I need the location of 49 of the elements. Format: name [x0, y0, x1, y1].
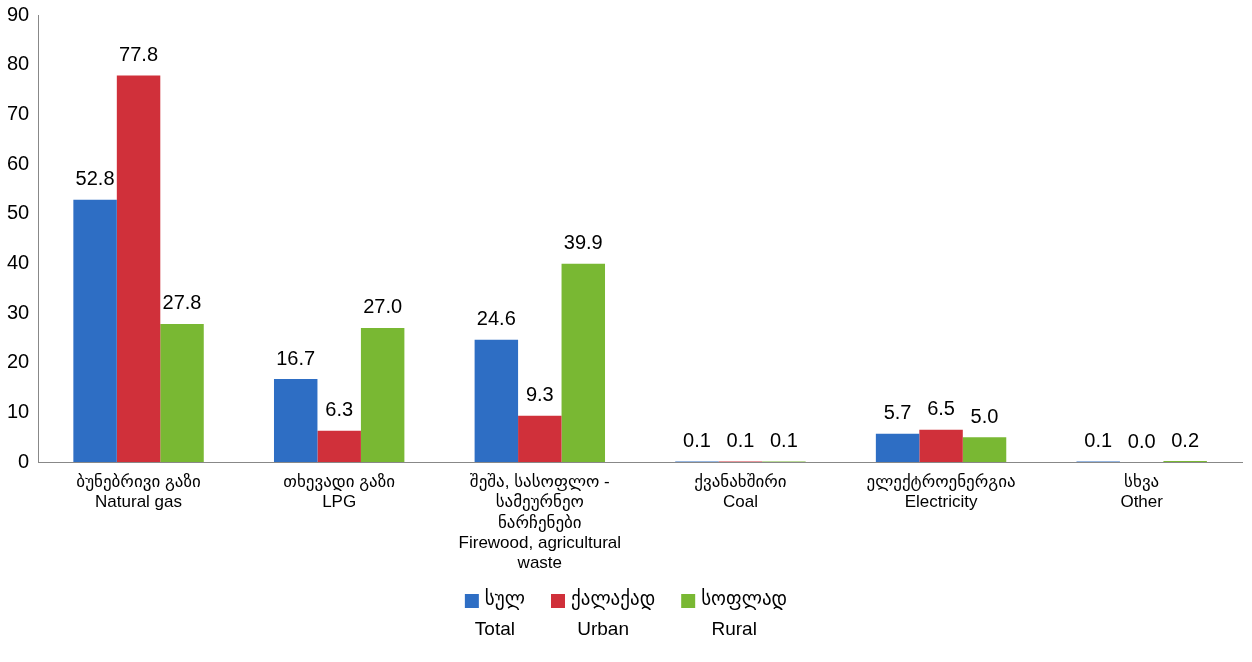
y-tick-label: 60 [7, 151, 30, 174]
data-label: 24.6 [476, 307, 516, 330]
x-tick-label: ელექტროენერგია Electricity [866, 471, 1016, 512]
x-tick-label: თხევადი გაზი LPG [283, 471, 396, 512]
data-label: 5.7 [883, 401, 912, 424]
y-tick-label: 50 [7, 201, 30, 224]
data-label: 16.7 [276, 346, 316, 369]
data-label: 0.0 [1127, 429, 1156, 452]
x-tick-label: სხვა Other [1120, 471, 1164, 512]
y-tick-label: 80 [7, 52, 30, 75]
y-tick-label: 20 [7, 350, 30, 373]
y-tick-label: 70 [7, 101, 30, 124]
y-tick-label: 30 [7, 300, 30, 323]
bar [273, 379, 318, 462]
data-label: 27.0 [363, 295, 403, 318]
data-label: 0.1 [683, 429, 711, 452]
legend-label: სოფლად Rural [701, 587, 788, 639]
bar [360, 327, 405, 462]
legend-label: ქალაქად Urban [570, 587, 656, 639]
data-label: 5.0 [970, 404, 999, 427]
x-tick-label: ქვანახშირი Coal [694, 471, 787, 512]
data-label: 6.5 [927, 397, 955, 420]
data-label: 52.8 [75, 167, 115, 190]
x-tick-label: შეშა, სასოფლო - სამეურნეო ნარჩენები Firewood, agricultural waste [458, 471, 622, 573]
x-tick-label: ბუნებრივი გაზი Natural gas [76, 471, 201, 512]
data-label: 0.1 [770, 429, 798, 452]
bar [919, 429, 963, 462]
bar [518, 415, 562, 462]
bar [561, 263, 606, 462]
bar [962, 437, 1007, 462]
y-tick-label: 10 [7, 399, 30, 422]
bar [116, 75, 161, 462]
data-label: 0.1 [726, 429, 755, 452]
y-tick-label: 90 [7, 2, 30, 25]
bar [875, 433, 920, 462]
data-label: 39.9 [563, 231, 603, 254]
y-tick-label: 40 [7, 250, 30, 273]
data-label: 0.2 [1171, 428, 1200, 451]
legend-label: სულ Total [474, 587, 525, 639]
y-tick-label: 0 [18, 449, 30, 472]
data-label: 77.8 [119, 43, 159, 66]
data-label: 27.8 [162, 291, 202, 314]
bar [160, 323, 204, 462]
bar [73, 199, 117, 462]
bar [474, 339, 519, 462]
data-label: 0.1 [1084, 429, 1113, 452]
data-label: 6.3 [325, 398, 354, 421]
data-label: 9.3 [525, 383, 554, 406]
bar [317, 430, 361, 462]
